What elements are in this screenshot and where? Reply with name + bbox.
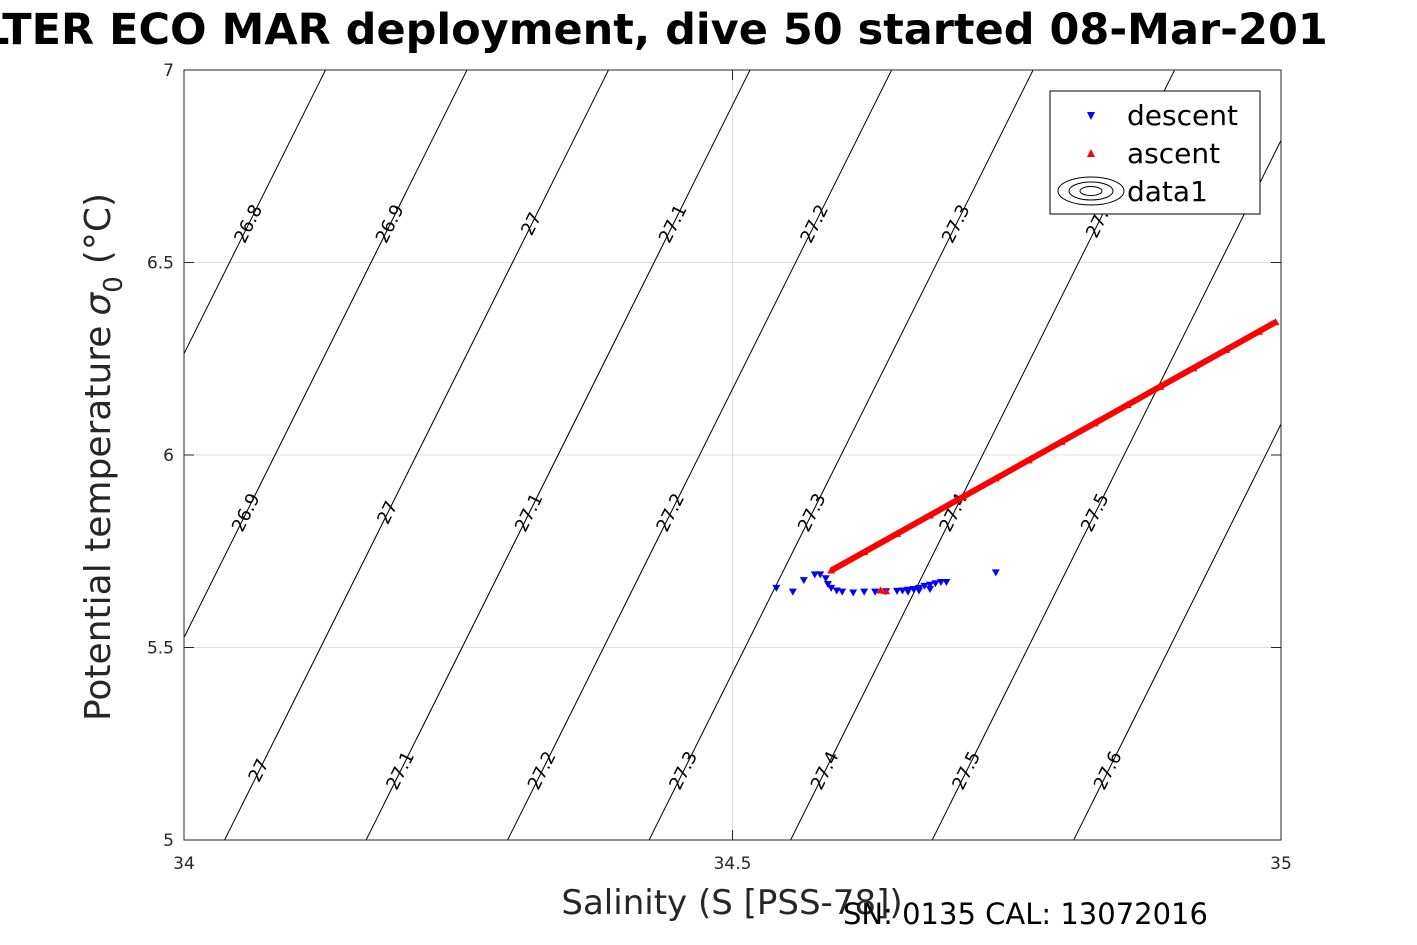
legend-data1-label: data1 xyxy=(1127,175,1208,208)
y-tick-label: 5.5 xyxy=(147,639,174,659)
descent-point xyxy=(871,588,880,596)
descent-point xyxy=(832,587,841,595)
descent-point xyxy=(799,577,808,585)
isopycnal-line xyxy=(648,70,1034,840)
contour-label: 27 xyxy=(373,498,402,528)
chart-title: LTER ECO MAR deployment, dive 50 started… xyxy=(0,2,1417,58)
grid-lines xyxy=(184,70,1281,840)
descent-point xyxy=(914,587,923,595)
isopycnal-line xyxy=(931,139,1281,840)
isopycnal-line xyxy=(790,70,1176,840)
descent-point xyxy=(810,571,819,579)
descent-point xyxy=(925,581,934,589)
contour-label: 27.5 xyxy=(948,748,985,793)
y-tick-label: 6.5 xyxy=(147,254,174,274)
descent-point xyxy=(920,582,929,590)
ascent-point xyxy=(876,586,885,594)
descent-point xyxy=(860,588,869,596)
descent-point xyxy=(821,575,830,583)
serial-calibration-note: SN: 0135 CAL: 13072016 xyxy=(843,897,1208,931)
contour-label: 27.5 xyxy=(1077,490,1114,535)
contour-label: 27.2 xyxy=(524,748,561,793)
contour-label: 27.3 xyxy=(665,748,702,793)
x-tick-label: 35 xyxy=(1270,854,1292,874)
y-tick-label: 7 xyxy=(163,61,174,81)
y-axis-title: Potential temperature σ0 (°C) xyxy=(78,193,129,721)
descent-point xyxy=(849,589,858,597)
contour-label: 27.2 xyxy=(652,490,689,535)
legend-ascent-marker xyxy=(1087,149,1095,157)
legend-ascent-label: ascent xyxy=(1127,137,1220,170)
contour-labels: 26.7 26.8 26.9 27 27.1 27.2 27.3 27.26.8 26.9 27 2… xyxy=(99,201,1127,793)
isopycnal-line xyxy=(224,70,610,840)
y-tick-label: 5 xyxy=(163,831,174,851)
contour-label: 27.1 xyxy=(511,490,548,535)
descent-point xyxy=(893,587,902,595)
contour-label: 27 xyxy=(245,756,274,786)
contour-label: 26.8 xyxy=(230,201,267,246)
contour-label: 27.6 xyxy=(1090,748,1127,793)
contour-label: 27.2 xyxy=(796,201,833,246)
data-points xyxy=(772,318,1280,597)
descent-point xyxy=(827,584,836,592)
x-axis-title: Salinity (S [PSS-78]) xyxy=(561,883,902,923)
contour-label: 27 xyxy=(517,209,546,239)
contour-label: 26.9 xyxy=(372,201,409,246)
descent-point xyxy=(991,569,1000,577)
descent-point xyxy=(931,580,940,588)
density-contours xyxy=(184,70,1281,840)
descent-point xyxy=(823,580,832,588)
descent-point xyxy=(904,588,913,596)
legend-descent-marker xyxy=(1087,112,1095,120)
x-tick-label: 34 xyxy=(173,854,195,874)
contour-label: 27.4 xyxy=(807,748,844,793)
y-axis-title-symbol: σ xyxy=(78,292,119,316)
contour-label: 26.9 xyxy=(228,490,265,535)
ascent-trail xyxy=(829,319,1277,574)
legend-contour-icon xyxy=(1057,176,1125,206)
descent-point xyxy=(816,571,825,579)
descent-point xyxy=(942,579,951,587)
isopycnal-line xyxy=(184,70,468,639)
y-ticks: 5 5.5 6 6.5 7 xyxy=(147,61,1281,851)
contour-label: 27.3 xyxy=(938,201,975,246)
x-ticks: 34 34.5 35 xyxy=(173,70,1292,874)
descent-point xyxy=(925,585,934,593)
y-axis-title-subscript: 0 xyxy=(99,276,129,293)
legend: descent ascent data1 xyxy=(1049,90,1261,215)
isopycnal-line xyxy=(1073,423,1281,840)
descent-point xyxy=(936,579,945,587)
x-tick-label: 34.5 xyxy=(714,854,752,874)
contour-label: 26.9 xyxy=(99,748,136,793)
isopycnal-line xyxy=(365,70,751,840)
isopycnal-line xyxy=(507,70,893,840)
descent-point xyxy=(838,588,847,596)
y-tick-label: 6 xyxy=(163,446,174,466)
y-axis-title-unit: (°C) xyxy=(78,193,119,264)
contour-label: 27.1 xyxy=(655,201,692,246)
legend-box xyxy=(1049,90,1261,215)
descent-point xyxy=(788,588,797,596)
contour-label: 27.3 xyxy=(794,490,831,535)
chart-title-text: LTER ECO MAR deployment, dive 50 started… xyxy=(0,5,1328,55)
y-axis-title-text: Potential temperature xyxy=(78,326,119,721)
ascent-point xyxy=(882,587,891,595)
descent-point xyxy=(772,584,781,592)
contour-label: 27.1 xyxy=(382,748,419,793)
legend-descent-label: descent xyxy=(1127,99,1238,132)
